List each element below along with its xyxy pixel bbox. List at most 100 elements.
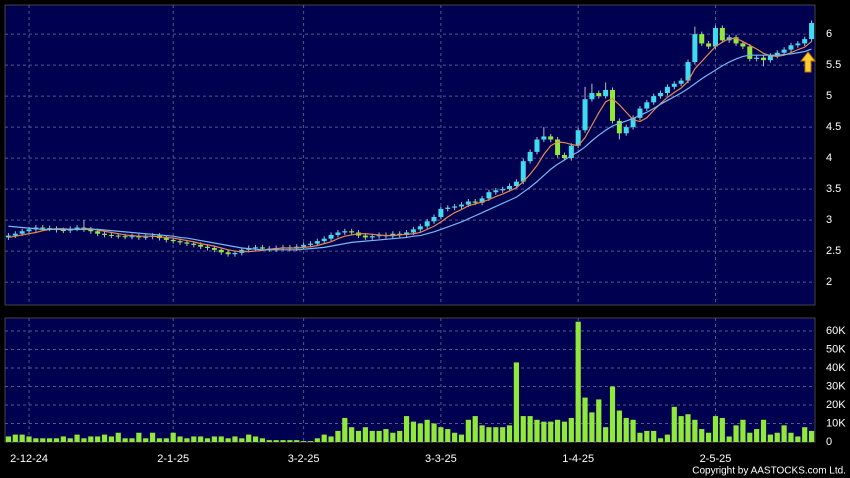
candle-body: [568, 145, 574, 159]
volume-bar: [808, 430, 815, 442]
volume-bar: [534, 419, 540, 442]
candle-body: [596, 93, 602, 97]
volume-bar: [218, 436, 224, 442]
candle-body: [184, 242, 190, 244]
volume-bar: [246, 434, 252, 442]
candle-body: [342, 231, 348, 233]
volume-bar: [582, 397, 588, 442]
volume-bar: [5, 436, 12, 442]
volume-bar: [609, 386, 616, 442]
volume-bar: [101, 434, 108, 442]
y-tick-label: 0: [826, 436, 832, 448]
volume-bar: [445, 429, 451, 442]
volume-bar: [760, 419, 767, 442]
volume-bar: [108, 436, 114, 442]
y-tick-label: 2.5: [826, 245, 841, 257]
candle-body: [692, 34, 698, 63]
candle-body: [122, 236, 128, 238]
candle-body: [610, 89, 615, 121]
candle-body: [47, 228, 53, 230]
candle-body: [630, 117, 636, 128]
candle-body: [520, 161, 526, 182]
volume-bar: [40, 438, 46, 442]
volume-bar: [520, 416, 526, 442]
candle-body: [431, 216, 437, 222]
volume-bar: [397, 430, 403, 442]
volume-bar: [678, 416, 684, 442]
candle-body: [404, 232, 410, 235]
y-tick-label: 10K: [826, 417, 846, 429]
x-tick-label: 2-1-25: [157, 453, 189, 465]
candle-body: [761, 57, 767, 61]
x-tick-label: 1-4-25: [562, 453, 594, 465]
candle-body: [534, 139, 540, 152]
candle-body: [95, 231, 101, 234]
candle-body: [205, 246, 210, 248]
volume-bar: [67, 438, 73, 442]
volume-bar: [527, 416, 533, 442]
volume-bar: [644, 430, 650, 442]
candle-body: [321, 238, 327, 242]
volume-bar: [81, 438, 87, 442]
moving-average-line: [8, 48, 812, 251]
x-tick-label: 2-12-24: [10, 453, 48, 465]
volume-bar: [637, 432, 643, 442]
volume-bar: [438, 427, 444, 442]
y-tick-label: 6: [826, 28, 832, 40]
volume-bar: [616, 410, 622, 442]
candle-body: [259, 247, 265, 249]
candle-body: [767, 55, 773, 61]
candle-body: [369, 236, 375, 238]
candle-body: [555, 139, 561, 155]
candle-body: [678, 80, 684, 84]
candle-body: [719, 27, 725, 41]
candle-body: [362, 235, 368, 238]
candle-body: [314, 241, 320, 244]
volume-bar: [623, 417, 629, 442]
volume-bar: [802, 427, 808, 442]
candle-body: [809, 22, 815, 40]
volume-bar: [465, 419, 471, 442]
volume-bar: [664, 434, 671, 442]
candle-body: [335, 232, 341, 235]
candle-body: [191, 243, 197, 245]
candle-body: [88, 229, 94, 232]
candle-body: [658, 93, 664, 97]
volume-bar: [685, 414, 691, 442]
volume-bar: [349, 427, 355, 442]
volume-bar: [630, 419, 636, 442]
y-tick-label: 2: [826, 276, 832, 288]
candle-body: [424, 221, 430, 227]
candle-body: [513, 181, 519, 186]
volume-bar: [369, 430, 375, 442]
x-tick-label: 2-5-25: [700, 453, 732, 465]
volume-bar: [541, 421, 547, 442]
volume-bar: [390, 432, 396, 442]
candle-body: [445, 207, 451, 209]
volume-bar: [657, 438, 664, 442]
candle-body: [108, 234, 114, 236]
volume-bar: [706, 432, 712, 442]
candle-body: [754, 57, 760, 59]
volume-bar: [767, 434, 773, 442]
candle-body: [644, 102, 650, 109]
volume-bar: [486, 427, 492, 442]
volume-bar: [149, 432, 156, 442]
candle-body: [452, 206, 458, 208]
y-tick-label: 30K: [826, 380, 846, 392]
candle-body: [685, 62, 691, 81]
candle-body: [143, 236, 149, 238]
candle-body: [802, 39, 808, 44]
volume-bar: [431, 423, 437, 442]
candle-body: [102, 233, 108, 235]
candle-body: [170, 239, 176, 242]
candle-body: [699, 34, 705, 44]
volume-bar: [561, 421, 568, 442]
arrow-icon: [799, 51, 817, 73]
candle-body: [60, 230, 66, 231]
candle-body: [115, 235, 121, 237]
candle-body: [397, 233, 403, 235]
candle-body: [637, 108, 643, 118]
